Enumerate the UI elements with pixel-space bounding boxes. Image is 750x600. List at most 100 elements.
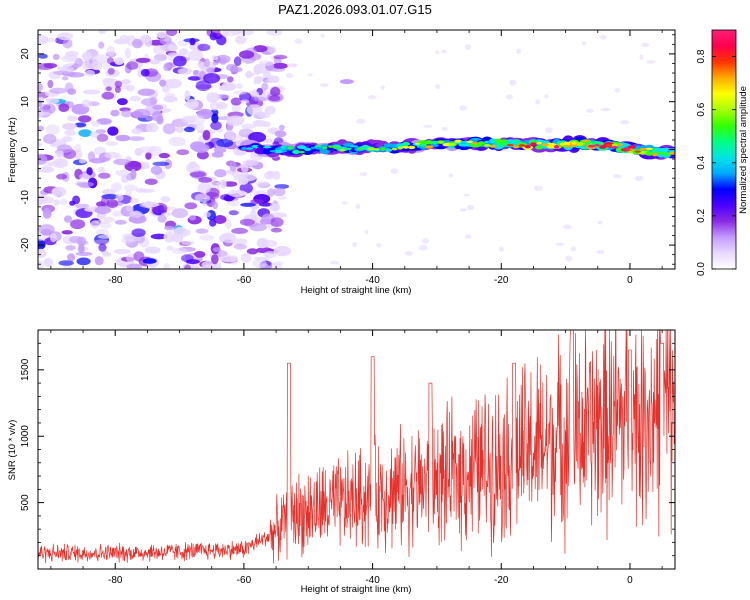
spectrogram-noise-cell [262,121,271,128]
spectrogram-noise-cell [47,161,61,167]
spectrogram-noise-cell [126,204,134,212]
spectrogram-signal-cell [246,147,254,150]
spectrogram-noise-cell [188,215,197,221]
spectrogram-signal-cell [402,145,410,149]
spectrogram-noise-cell [97,234,113,239]
spectrogram-noise-cell [166,245,174,251]
spectrogram-noise-cell [359,172,368,177]
spectrogram-signal-cell [357,147,363,151]
spectrogram-signal-cell [460,140,468,144]
spectrogram-noise-cell [156,31,167,39]
spectrogram-noise-cell [142,258,157,264]
spectrogram-signal-cell [530,142,537,146]
spectrogram-noise-cell [38,142,43,147]
spectrogram-noise-cell [197,60,204,68]
spectrogram-noise-cell [239,50,255,59]
spectrogram-noise-cell [168,44,179,52]
spectrogram-noise-cell [258,202,273,207]
spectrogram-noise-cell [229,161,237,172]
spectrogram-noise-cell [65,245,76,251]
spectrogram-noise-cell [254,75,264,83]
spectrogram-noise-cell [87,151,96,162]
spectrogram-signal-cell [512,145,520,149]
spectrogram-signal-cell [645,147,653,150]
spectrogram-noise-cell [61,54,78,63]
spectrogram-signal-cell [610,146,619,149]
spectrogram-ticks: -80 -60 -40 -20 0 -20 -10 0 10 20 [20,30,675,286]
spectrogram-noise-cell [212,60,220,65]
chart-title: PAZ1.2026.093.01.07.G15 [278,2,432,17]
spectrogram-signal-cell [559,142,566,146]
spectrogram-noise-cell [90,131,98,138]
snr-ticks: -80 -60 -40 -20 0 500 1000 1500 [20,329,675,586]
spectrogram-signal-cell [506,143,514,147]
spectrogram-signal-cell [425,145,434,149]
spectrogram-noise-cell [145,151,152,160]
spectrogram-signal-cell [298,151,305,154]
spectrogram-noise-cell [38,154,48,165]
y-tick-label: 0 [20,146,31,152]
spectrogram-noise-cell [418,244,428,251]
spectrogram-noise-cell [390,168,399,175]
spectrogram-noise-cell [173,55,187,67]
spectrogram-signal-cell [655,147,667,153]
x-tick-label: -40 [365,575,380,586]
spectrogram-noise-cell [203,58,210,68]
spectrogram-noise-cell [43,258,54,267]
spectrogram-noise-cell [230,30,244,35]
spectrogram-noise-cell [213,146,227,154]
spectrogram-signal-cell [652,152,658,157]
spectrogram-noise-cell [249,223,267,232]
spectrogram-noise-cell [586,108,594,113]
spectrogram-noise-cell [194,193,211,203]
spectrogram-noise-cell [168,136,186,147]
spectrogram-noise-cell [175,126,184,133]
spectrogram-signal-cell [281,149,288,153]
spectrogram-noise-cell [339,79,354,85]
spectrogram-signal-cell [414,142,421,145]
spectrogram-noise-cell [127,161,142,168]
spectrogram-noise-cell [141,201,160,208]
spectrogram-noise-cell [53,199,60,206]
spectrogram-noise-cell [78,243,85,254]
spectrogram-signal-cell [287,146,294,150]
spectrogram-noise-cell [187,50,204,61]
spectrogram-noise-cell [261,239,278,248]
spectrogram-signal-cell [367,147,376,151]
spectrogram-noise-cell [253,45,268,53]
spectrogram-noise-cell [422,238,429,244]
spectrogram-noise-cell [227,76,234,83]
spectrogram-noise-cell [45,97,60,104]
spectrogram-signal-cell [629,148,635,152]
spectrogram-noise-cell [66,72,85,78]
spectrogram-signal-cell [275,147,283,150]
spectrogram-noise-cell [248,131,267,143]
x-tick-label: -60 [237,275,252,286]
spectrogram-noise-cell [151,110,163,122]
spectrogram-noise-cell [192,69,200,76]
snr-x-axis-label: Height of straight line (km) [301,584,412,595]
spectrogram-noise-cell [152,161,170,166]
spectrogram-noise-cell [162,123,176,135]
spectrogram-noise-cell [105,86,112,91]
spectrogram-noise-cell [597,220,603,225]
spectrogram-noise-cell [138,146,157,154]
spectrogram-noise-cell [273,170,281,180]
spectrogram-noise-cell [252,91,260,97]
colorbar-ticks: 0.0 0.2 0.4 0.6 0.8 [696,49,736,276]
spectrogram-noise-cell [157,215,167,223]
spectrogram-noise-cell [69,235,84,244]
spectrogram-signal-cell [442,142,451,147]
spectrogram-signal-cell [524,145,531,149]
spectrogram-noise-cell [210,121,222,131]
spectrogram-noise-cell [130,197,139,204]
y-tick-label: -20 [20,237,31,252]
spectrogram-noise-cell [286,63,297,68]
spectrogram-noise-cell [613,174,622,179]
spectrogram-signal-cell [362,144,369,148]
spectrogram-noise-cell [94,219,110,224]
spectrogram-noise-cell [106,199,119,208]
spectrogram-noise-cell [225,219,232,230]
spectrogram-noise-cell [121,79,131,85]
spectrogram-signal-cell [437,141,444,144]
